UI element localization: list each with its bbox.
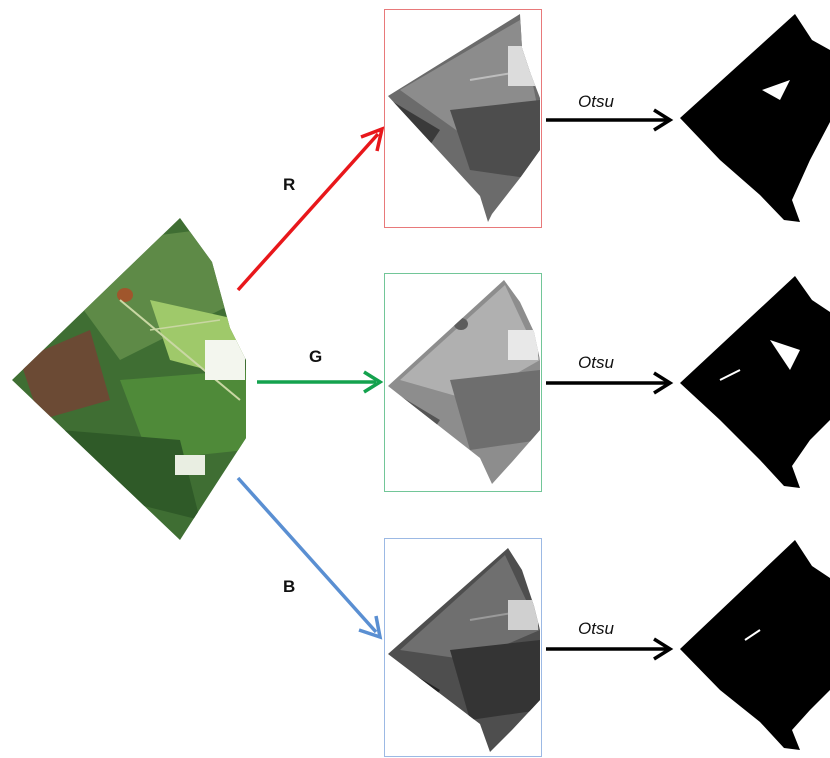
label-otsu-r: Otsu [578, 92, 614, 111]
arrow-b-head [358, 615, 383, 640]
source-leaf-image [12, 218, 246, 540]
arrow-r-shaft [236, 132, 380, 292]
label-otsu-b: Otsu [578, 619, 614, 638]
label-channel-b: B [283, 577, 296, 596]
binary-mask-g [680, 276, 830, 488]
binary-mask-b [680, 540, 830, 750]
frame-b [384, 538, 542, 757]
frame-g [384, 273, 542, 492]
arrow-r-head [360, 126, 385, 152]
frame-r [384, 9, 542, 228]
branch-g [257, 276, 830, 488]
label-channel-g: G [309, 347, 323, 366]
binary-mask-r [680, 14, 830, 222]
label-channel-r: R [283, 175, 296, 194]
arrow-b-shaft [236, 476, 378, 634]
label-otsu-g: Otsu [578, 353, 614, 372]
arrow-g-head [363, 370, 384, 394]
